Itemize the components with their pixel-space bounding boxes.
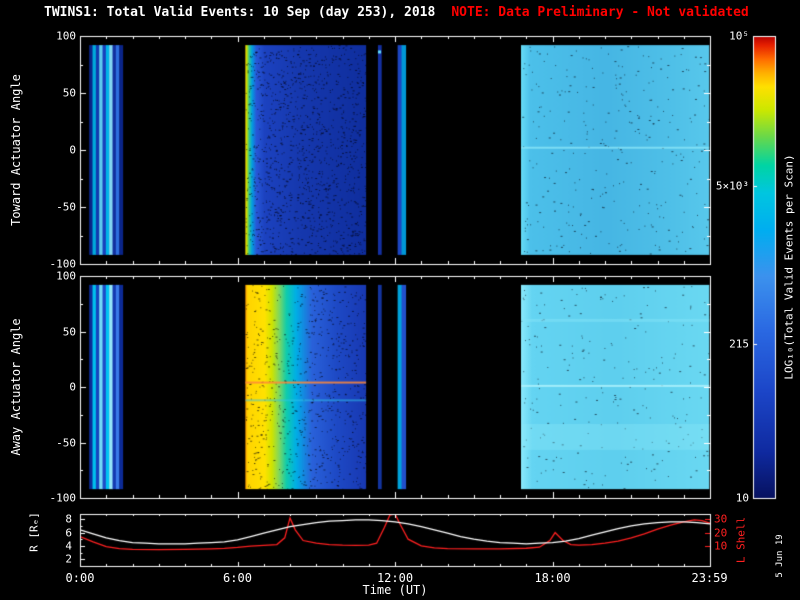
lshell-axis-label: L Shell (734, 516, 748, 564)
page-title: TWINS1: Total Valid Events: 10 Sep (day … (44, 5, 436, 20)
date-stamp: 5 Jun 19 (775, 534, 785, 578)
preliminary-note: NOTE: Data Preliminary - Not validated (451, 5, 749, 20)
colorbar-axis-label: LOG₁₀(Total Valid Events per Scan) (782, 154, 796, 380)
away-axis-label: Away Actuator Angle (9, 318, 23, 456)
r-axis-label: R [Rₑ] (27, 512, 41, 552)
toward-axis-label: Toward Actuator Angle (9, 74, 23, 226)
time-axis-label: Time (UT) (362, 583, 428, 597)
title-bar: TWINS1: Total Valid Events: 10 Sep (day … (44, 5, 749, 20)
